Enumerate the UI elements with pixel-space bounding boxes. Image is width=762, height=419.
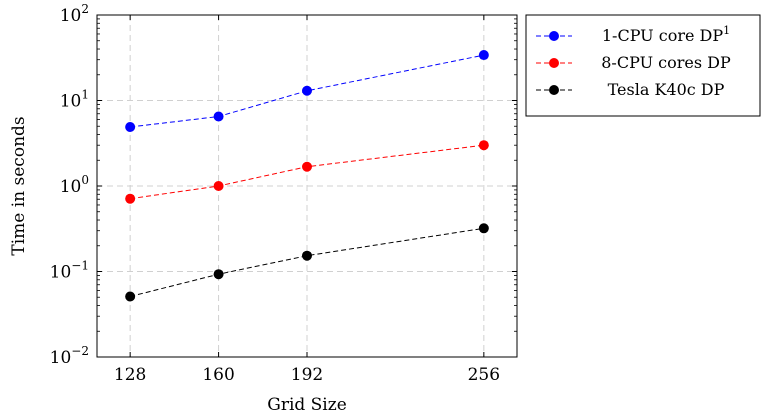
x-tick-label: 192 (291, 365, 323, 385)
data-point-1 (302, 85, 312, 96)
data-point-1 (125, 121, 136, 132)
legend-marker (549, 85, 559, 95)
data-point-3 (478, 223, 489, 234)
data-point-3 (302, 250, 312, 261)
legend-marker (549, 31, 559, 41)
y-tick-label: 102 (60, 2, 89, 26)
legend-label: 8-CPU cores DP (601, 53, 731, 72)
data-point-3 (213, 269, 224, 280)
series-line-3 (130, 227, 484, 297)
x-axis-title: Grid Size (267, 395, 347, 415)
legend: 1-CPU core DP1 8-CPU cores DP Tesla K40c D… (525, 14, 761, 117)
series-line-2 (130, 144, 484, 200)
y-tick-label: 101 (60, 88, 89, 112)
legend-label: Tesla K40c DP (608, 80, 725, 99)
data-point-2 (302, 161, 312, 172)
x-tick-label: 256 (468, 365, 500, 385)
grid (97, 15, 517, 357)
x-tick-label: 128 (114, 365, 146, 385)
data-point-2 (213, 181, 224, 191)
axes: 128 160 192 256 10−2 10−1 100 101 102 (50, 2, 517, 385)
y-tick-label: 10−2 (50, 344, 89, 368)
y-axis-title: Time in seconds (9, 116, 29, 255)
data-point-2 (125, 193, 136, 204)
data-point-1 (478, 50, 489, 61)
y-tick-label: 100 (60, 173, 89, 197)
data-point-3 (125, 291, 136, 302)
data-point-2 (478, 140, 489, 151)
series-group (125, 50, 489, 302)
y-tick-label: 10−1 (50, 259, 89, 283)
x-tick-label: 160 (202, 365, 234, 385)
series-line-1 (130, 54, 484, 128)
data-point-1 (213, 111, 224, 122)
legend-marker (549, 58, 559, 68)
legend-box (525, 14, 761, 117)
legend-label: 1-CPU core DP1 (602, 24, 730, 45)
